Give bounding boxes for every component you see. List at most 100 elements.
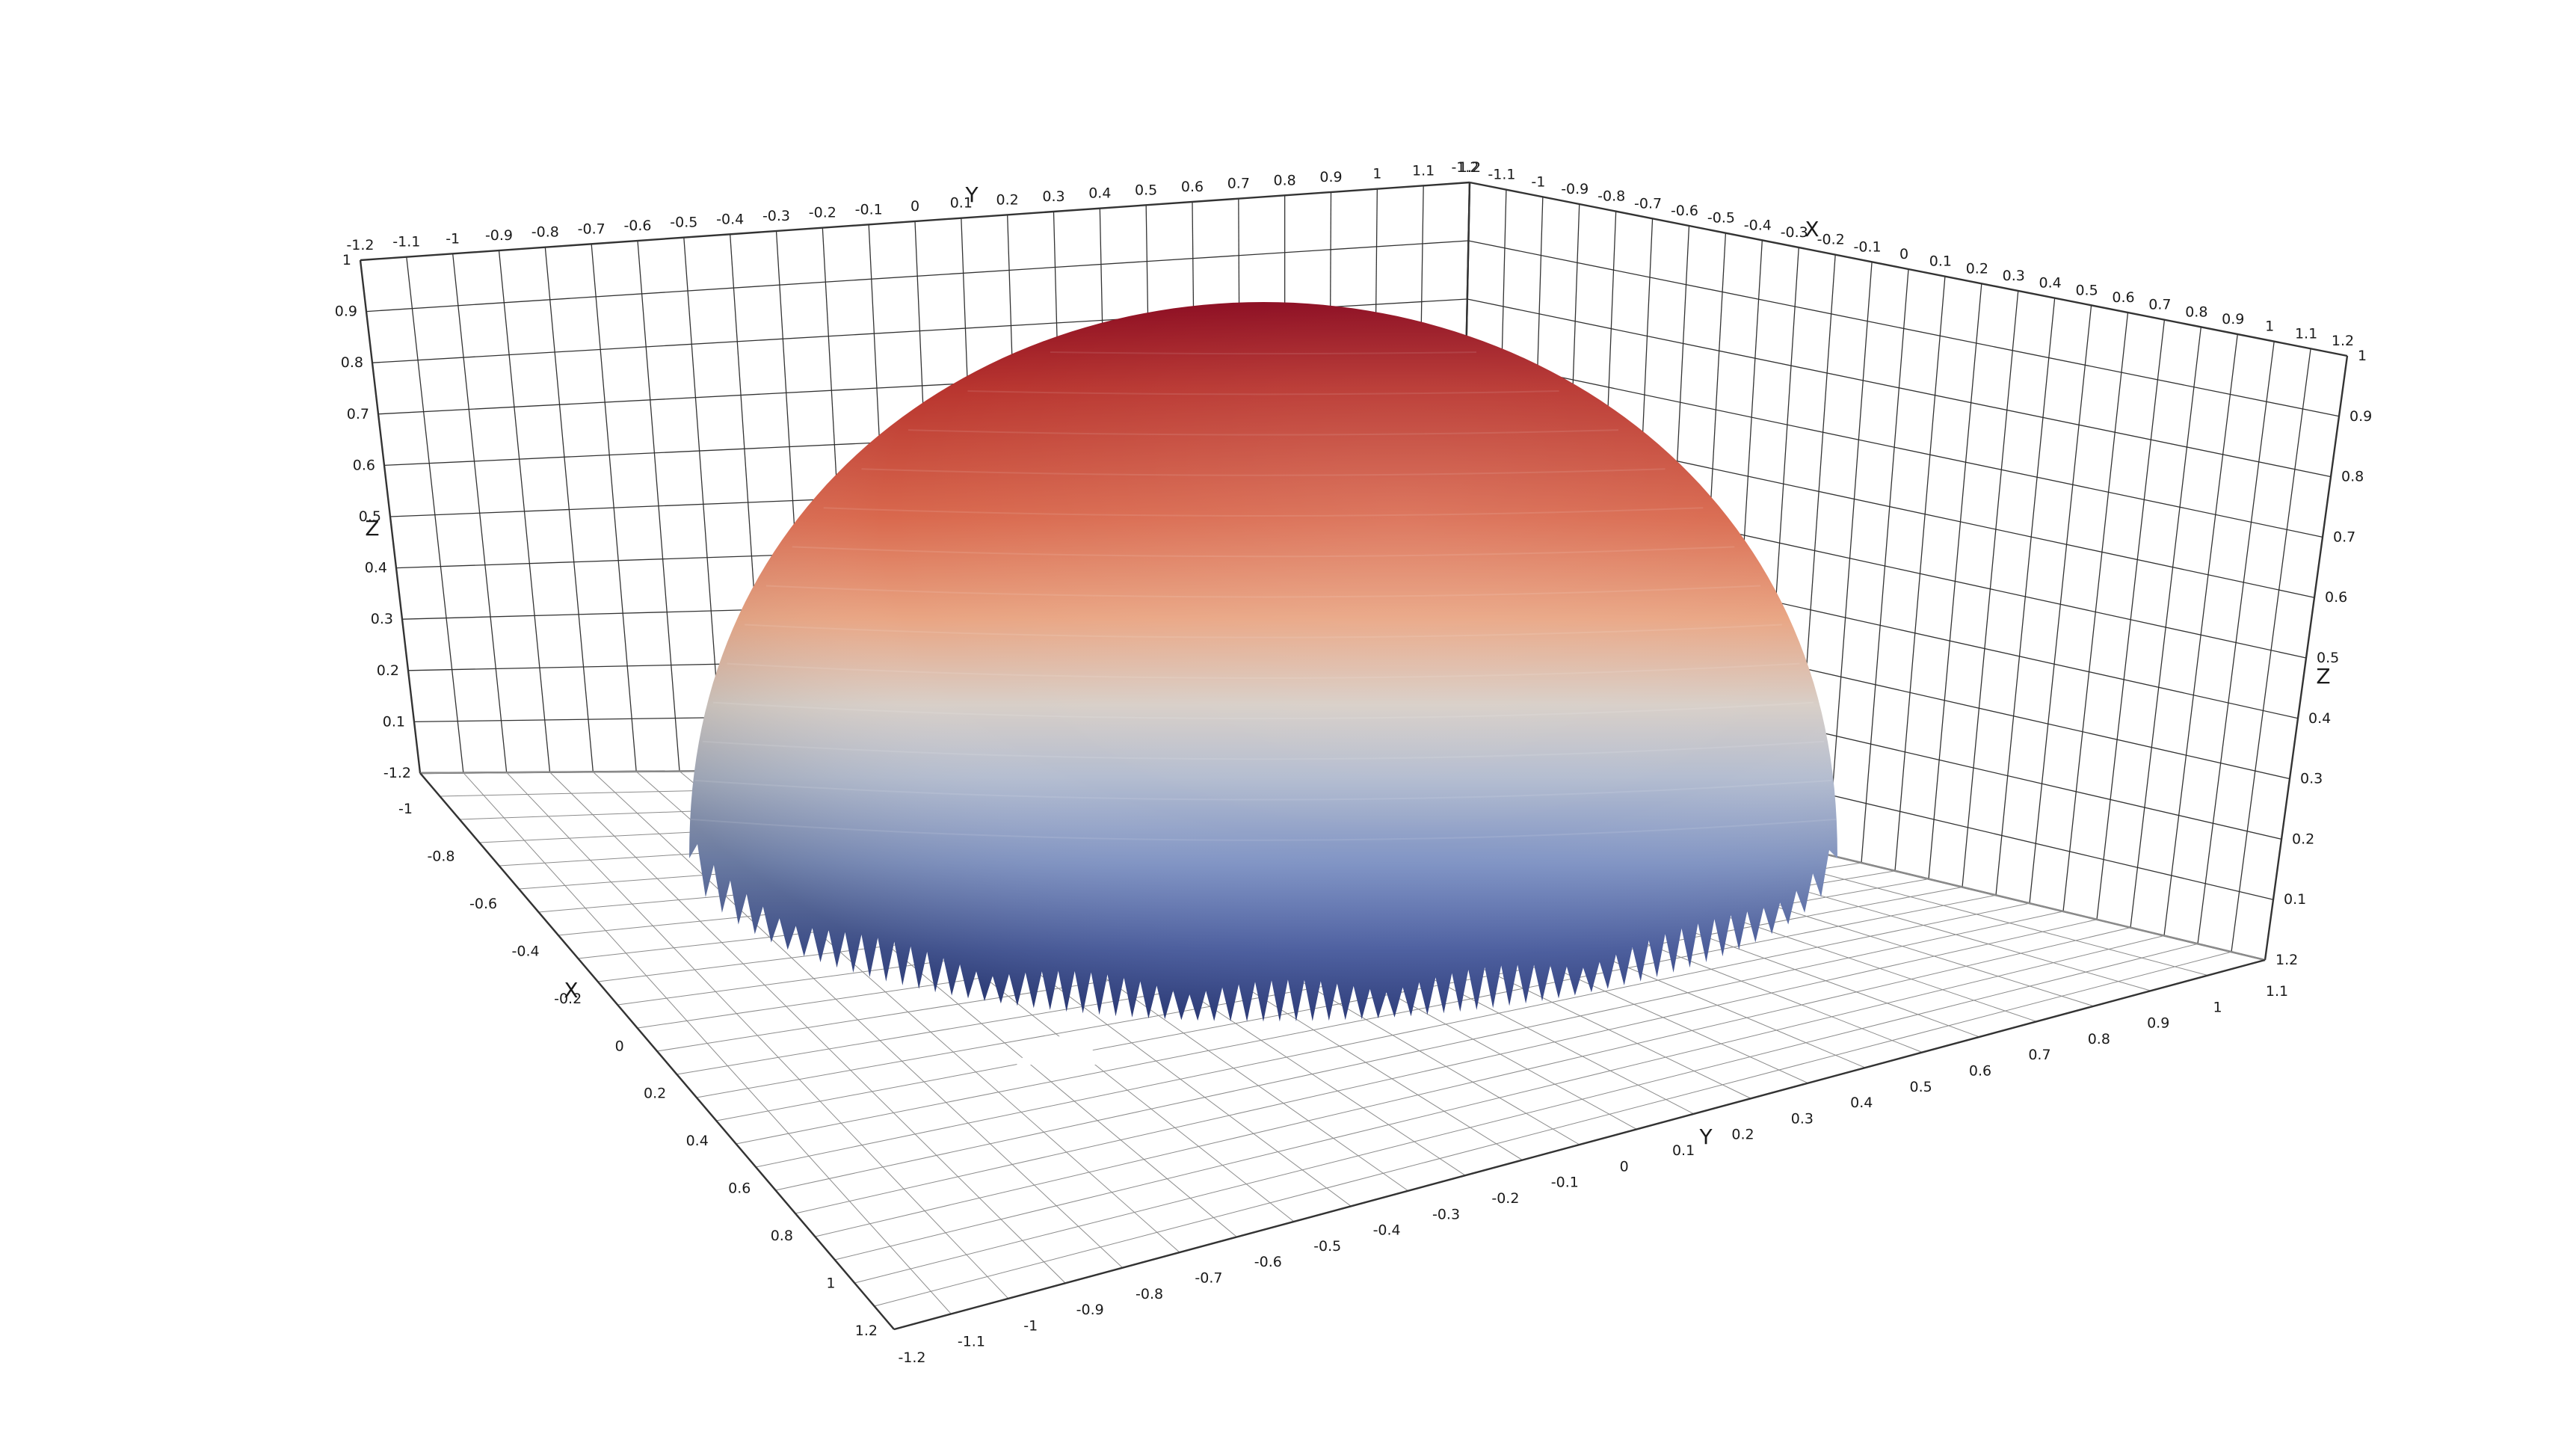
right-wall-top-tick-label: 1	[2265, 318, 2274, 335]
floor-y-tick-label: -0.6	[1254, 1254, 1282, 1270]
floor-y-tick-label: 0.9	[2147, 1015, 2169, 1032]
hemisphere-facet-line	[690, 818, 1837, 841]
right-wall-horizontal-gridline	[1467, 298, 2332, 478]
floor-x-tick-label: -0.4	[512, 943, 540, 959]
left-wall-top-tick-label: 0.9	[1319, 169, 1342, 185]
hemisphere-facet-line	[765, 585, 1761, 598]
left-wall-z-tick-label: 0.1	[383, 713, 405, 730]
floor-x-tick-label: 0.2	[644, 1086, 666, 1102]
right-wall-z-axis-title: Z	[2316, 664, 2330, 689]
floor-x-tick-label: 1.2	[855, 1323, 878, 1339]
hemisphere-jagged-base	[1017, 1036, 1106, 1065]
left-wall-top-tick-label: 1.1	[1412, 162, 1435, 179]
right-wall-top-tick-label: -0.1	[1854, 238, 1882, 255]
floor-front-edge	[893, 958, 2266, 1331]
left-wall-z-tick-label: -1.2	[383, 765, 411, 781]
right-wall-z-tick-label: 0.8	[2341, 469, 2364, 485]
floor-x-axis-title: X	[564, 978, 578, 1003]
hemisphere-surface	[689, 302, 1837, 1065]
right-wall-top-tick-label: -0.9	[1561, 181, 1589, 197]
floor-y-tick-label: 0.5	[1910, 1079, 1932, 1095]
left-wall-y-axis-title: Y	[964, 182, 979, 207]
left-wall-top-tick-label: -0.7	[578, 221, 606, 237]
hemisphere-facet-line	[712, 701, 1814, 720]
left-wall-top-tick-label: 0.3	[1042, 188, 1064, 205]
left-wall-z-tick-label: 0.7	[347, 406, 369, 422]
hemisphere-facet-line	[823, 507, 1704, 517]
floor-gridline-y	[506, 772, 1009, 1299]
floor-y-tick-label: 0	[1620, 1158, 1629, 1175]
floor-y-tick-label: -1.2	[898, 1350, 925, 1366]
left-wall-top-tick-label: -0.8	[531, 224, 559, 241]
left-wall-top-tick-label: -1.1	[392, 234, 420, 250]
right-wall-z-tick-label: 0.3	[2300, 771, 2323, 787]
left-wall-top-tick-label: 0.4	[1088, 185, 1111, 202]
right-wall-top-tick-label: 0.7	[2148, 297, 2171, 313]
right-wall-z-tick-label: 0.1	[2284, 891, 2306, 908]
floor-x-tick-label: -0.6	[469, 896, 497, 912]
floor-y-tick-label: -0.9	[1076, 1302, 1104, 1318]
hemisphere-base-notch	[1017, 1036, 1106, 1065]
right-wall-top-tick-label: -1.1	[1488, 167, 1515, 183]
hemisphere-facet-line	[908, 429, 1619, 436]
right-wall-z-tick-label: 0.5	[2317, 650, 2339, 666]
floor-x-tick-label: 0	[615, 1038, 624, 1054]
right-wall-top-tick-label: 0.1	[1929, 253, 1952, 270]
right-wall-top-tick-label: -1	[1531, 173, 1545, 190]
right-wall-horizontal-gridline	[1466, 357, 2323, 538]
right-wall-top-tick-label: 0.8	[2185, 304, 2207, 320]
floor-x-tick-label: 0.6	[728, 1181, 751, 1197]
right-wall-top-tick-label: 0	[1899, 246, 1908, 262]
hemisphere-facet-line	[1050, 351, 1477, 355]
floor-x-tick-label: 0.4	[686, 1133, 709, 1149]
floor-y-tick-label: 0.8	[2088, 1031, 2110, 1047]
right-wall-top-tick-label: -1.2	[1451, 159, 1479, 176]
right-wall-top-tick-label: 0.6	[2112, 289, 2134, 306]
right-wall-z-tick-label: 1	[2358, 348, 2367, 364]
floor-y-tick-label: 1.1	[2266, 983, 2288, 1000]
left-wall-top-tick-label: -0.5	[670, 215, 697, 231]
right-wall-top-tick-label: 0.2	[1966, 260, 1988, 277]
left-wall-top-tick-label: -0.9	[485, 227, 513, 244]
right-wall-top-tick-label: 0.4	[2039, 275, 2062, 292]
left-wall-z-tick-label: 0.9	[335, 304, 357, 320]
floor-y-tick-label: 0.2	[1731, 1127, 1754, 1143]
floor-gridline-y	[463, 772, 952, 1314]
right-wall-top-tick-label: 0.9	[2222, 311, 2244, 327]
hemisphere-facet-line	[792, 546, 1735, 558]
right-wall-x-axis-title: X	[1805, 217, 1819, 241]
left-wall-z-axis-title: Z	[365, 516, 379, 541]
left-wall-z-tick-label: 0.5	[359, 508, 381, 525]
left-wall-z-tick-label: 0.2	[377, 662, 399, 679]
right-wall-top-tick-label: -0.6	[1671, 203, 1698, 219]
floor-y-tick-label: 0.6	[1969, 1063, 1991, 1080]
left-wall-z-tick-label: 0.6	[353, 457, 375, 473]
floor-y-axis-title: Y	[1698, 1124, 1713, 1149]
hemisphere-facets	[690, 351, 1837, 841]
left-wall-z-tick-label: 1	[342, 252, 351, 268]
right-wall-top-tick-label: 0.5	[2075, 282, 2098, 298]
floor-gridline-y	[549, 772, 1066, 1284]
left-wall-top-tick-label: -0.2	[809, 205, 836, 221]
right-wall-top-tick-label: -0.7	[1634, 195, 1662, 212]
right-wall-top-tick-label: -0.5	[1707, 210, 1735, 227]
right-wall-top-tick-label: 0.3	[2003, 268, 2025, 284]
left-wall-top-tick-label: 0.6	[1181, 179, 1204, 195]
left-wall-top-tick-label: -0.3	[762, 208, 790, 224]
floor-y-tick-label: -0.3	[1432, 1206, 1460, 1222]
floor-y-tick-label: -0.1	[1551, 1175, 1579, 1191]
hemisphere-facet-line	[702, 740, 1825, 760]
left-wall-top-tick-label: -0.4	[716, 211, 744, 227]
floor-x-tick-label: -0.2	[554, 991, 582, 1007]
left-wall-horizontal-gridline	[360, 181, 1470, 262]
floor-x-tick-label: 0.8	[771, 1228, 793, 1244]
floor-y-tick-label: -0.4	[1373, 1222, 1401, 1239]
right-wall-top-tick-label: 1.2	[2332, 333, 2354, 349]
right-wall-z-tick-label: 0.7	[2333, 529, 2355, 545]
floor-y-tick-label: -0.5	[1313, 1238, 1341, 1255]
left-wall-top-tick-label: -0.1	[855, 201, 883, 218]
hemisphere-facet-line	[861, 468, 1666, 476]
floor-y-tick-label: -0.7	[1195, 1270, 1222, 1286]
